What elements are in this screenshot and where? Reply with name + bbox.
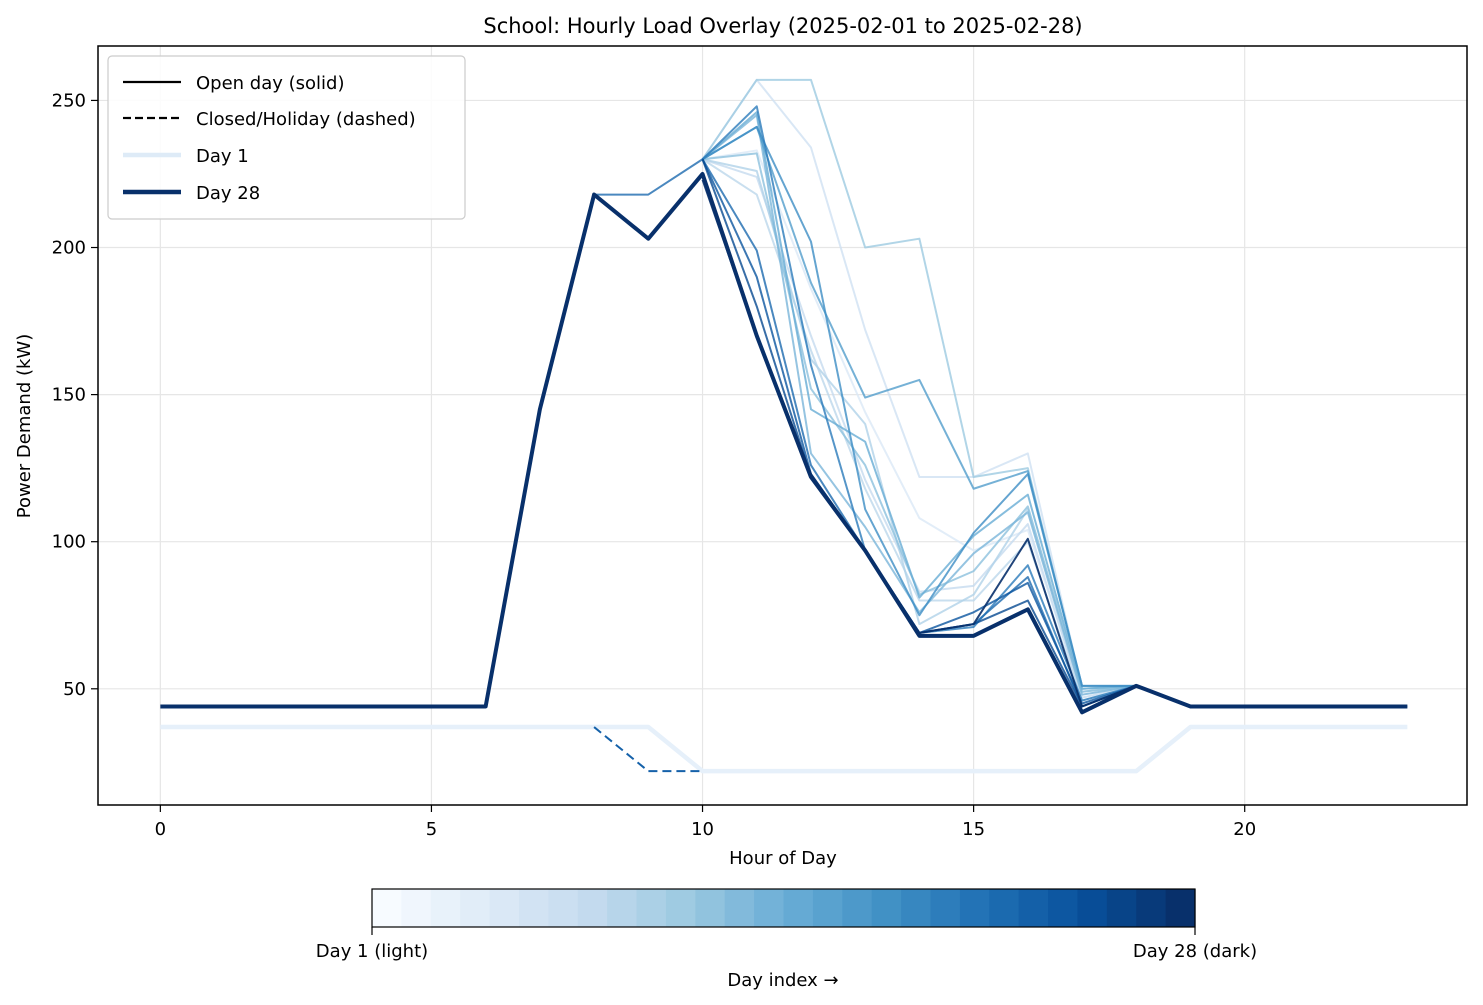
series-line-day-12	[702, 125, 1137, 687]
colorbar-cell	[636, 889, 667, 927]
colorbar-cell	[1165, 889, 1196, 927]
colorbar-cell	[754, 889, 785, 927]
y-tick-label: 100	[52, 532, 86, 553]
colorbar	[372, 889, 1196, 927]
colorbar-cell	[372, 889, 402, 927]
colorbar-cell	[930, 889, 961, 927]
legend-label-open: Open day (solid)	[196, 73, 345, 94]
x-tick-label: 10	[691, 819, 714, 840]
colorbar-cell	[1018, 889, 1049, 927]
y-axis-label: Power Demand (kW)	[14, 334, 35, 518]
legend-label-day28: Day 28	[196, 183, 260, 204]
colorbar-cell	[989, 889, 1020, 927]
colorbar-cell	[489, 889, 520, 927]
x-tick-label: 15	[962, 819, 985, 840]
legend-box	[107, 55, 466, 220]
colorbar-cell	[871, 889, 902, 927]
colorbar-cell	[695, 889, 726, 927]
colorbar-cell	[724, 889, 755, 927]
plot-area	[160, 78, 1408, 774]
colorbar-cell	[548, 889, 579, 927]
colorbar-right-label: Day 28 (dark)	[1133, 941, 1257, 962]
series-line-day-9	[701, 114, 1137, 696]
x-tick-label: 5	[426, 819, 437, 840]
colorbar-cell	[783, 889, 814, 927]
y-tick-label: 200	[52, 238, 86, 259]
colorbar-cell	[842, 889, 873, 927]
legend-label-day1: Day 1	[196, 146, 249, 167]
series-line-day-10	[701, 111, 1137, 690]
colorbar-cell	[518, 889, 549, 927]
colorbar-label: Day index →	[727, 970, 838, 991]
series-line-day-1	[160, 724, 1408, 774]
y-tick-label: 150	[52, 385, 86, 406]
x-axis: 0 5 10 15 20	[155, 805, 1256, 840]
axes-frame	[97, 45, 1468, 806]
colorbar-cell	[901, 889, 932, 927]
x-tick-label: 20	[1233, 819, 1256, 840]
colorbar-cell	[1048, 889, 1079, 927]
colorbar-cell	[607, 889, 638, 927]
colorbar-cell	[1136, 889, 1167, 927]
series-line-day-28	[160, 171, 1408, 715]
colorbar-cell	[430, 889, 461, 927]
colorbar-cell	[812, 889, 843, 927]
colorbar-cell	[1106, 889, 1137, 927]
series-line-day-18	[701, 179, 1137, 708]
colorbar-cell	[577, 889, 608, 927]
series-line-day-15	[593, 726, 703, 773]
colorbar-frame	[371, 888, 1196, 928]
colorbar-cell	[460, 889, 491, 927]
colorbar-cell	[959, 889, 990, 927]
legend: Open day (solid) Closed/Holiday (dashed)…	[107, 55, 466, 220]
colorbar-cell	[665, 889, 696, 927]
chart-title: School: Hourly Load Overlay (2025-02-01 …	[483, 14, 1082, 38]
y-tick-label: 50	[63, 679, 86, 700]
colorbar-cell	[1077, 889, 1108, 927]
legend-label-closed: Closed/Holiday (dashed)	[196, 109, 416, 130]
x-axis-label: Hour of Day	[729, 848, 837, 869]
colorbar-left-label: Day 1 (light)	[316, 941, 428, 962]
x-tick-label: 0	[155, 819, 166, 840]
y-axis: 50 100 150 200 250	[52, 90, 98, 700]
colorbar-cell	[401, 889, 432, 927]
y-tick-label: 250	[52, 90, 86, 111]
